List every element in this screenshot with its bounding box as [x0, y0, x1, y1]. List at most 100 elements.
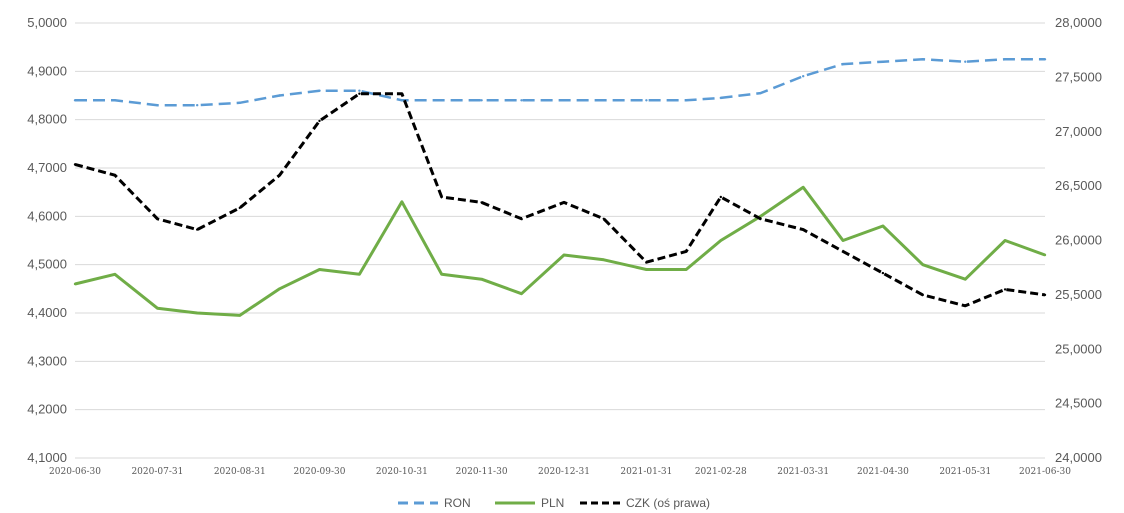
x-tick-label: 2021-03-31 — [777, 467, 829, 477]
data-point-czk — [802, 228, 805, 231]
data-point-pln — [881, 224, 885, 228]
y-left-tick-label: 4,8000 — [27, 112, 67, 127]
data-point-czk — [562, 201, 566, 204]
data-point-pln — [278, 287, 281, 290]
series-line-czk — [74, 92, 1046, 308]
data-point-czk — [400, 92, 404, 95]
data-point-czk — [602, 217, 605, 220]
data-point-pln — [921, 263, 924, 266]
data-point-ron — [238, 101, 241, 105]
x-tick-label: 2021-05-31 — [939, 467, 991, 477]
y-right-tick-label: 27,0000 — [1055, 124, 1102, 139]
y-left-tick-label: 4,4000 — [27, 305, 67, 320]
data-point-czk — [278, 174, 281, 177]
y-left-tick-label: 4,6000 — [27, 208, 67, 223]
y-right-tick-label: 26,5000 — [1055, 178, 1102, 193]
x-tick-label: 2020-09-30 — [294, 467, 346, 477]
data-point-pln — [802, 186, 805, 189]
data-point-pln — [562, 253, 566, 257]
data-point-czk — [921, 293, 924, 297]
data-point-pln — [318, 268, 321, 271]
x-tick-label: 2021-01-31 — [620, 467, 672, 477]
data-point-ron — [964, 60, 967, 63]
y-left-tick-label: 4,1000 — [27, 450, 67, 465]
data-point-czk — [645, 261, 648, 264]
legend-label-pln: PLN — [541, 496, 564, 510]
data-point-ron — [602, 99, 605, 102]
data-point-ron — [685, 99, 688, 102]
grid-layer — [75, 22, 1045, 459]
x-tick-label: 2020-11-30 — [456, 467, 508, 477]
y-right-tick-label: 25,5000 — [1055, 287, 1102, 302]
data-point-pln — [645, 268, 648, 271]
data-point-ron — [802, 75, 805, 78]
data-point-czk — [73, 163, 77, 166]
data-point-czk — [881, 271, 885, 275]
data-point-pln — [400, 200, 404, 203]
data-point-ron — [881, 60, 885, 63]
data-point-pln — [841, 239, 845, 242]
data-point-pln — [685, 268, 688, 271]
x-tick-label: 2020-07-31 — [131, 467, 183, 477]
data-point-ron — [358, 89, 361, 92]
legend-label-ron: RON — [444, 496, 471, 510]
data-point-ron — [1003, 58, 1007, 61]
data-point-czk — [440, 195, 443, 199]
data-point-pln — [238, 314, 241, 317]
data-point-pln — [156, 307, 159, 310]
y-left-tick-label: 5,0000 — [27, 15, 67, 30]
y-right-tick-label: 27,5000 — [1055, 69, 1102, 84]
x-tick-label: 2021-06-30 — [1019, 467, 1071, 477]
x-tick-label: 2020-08-31 — [214, 467, 266, 477]
y-left-tick-label: 4,5000 — [27, 257, 67, 272]
data-point-czk — [685, 250, 688, 253]
data-point-czk — [318, 119, 321, 123]
data-point-ron — [480, 99, 483, 102]
data-point-ron — [520, 99, 523, 102]
data-point-ron — [440, 99, 443, 102]
data-point-czk — [719, 195, 722, 199]
data-point-ron — [645, 99, 648, 102]
y-right-tick-label: 24,0000 — [1055, 450, 1102, 465]
data-point-ron — [278, 94, 281, 97]
data-point-czk — [1043, 293, 1047, 297]
axis-layer: 4,1000 4,2000 4,3000 4,4000 4,5000 4,6000 4,70… — [27, 15, 1102, 477]
y-right-tick-label: 25,0000 — [1055, 341, 1102, 356]
series-line-ron — [75, 58, 1045, 107]
data-point-pln — [1003, 239, 1007, 242]
y-left-tick-label: 4,9000 — [27, 63, 67, 78]
data-point-czk — [238, 206, 241, 210]
legend: RON PLN CZK (oś prawa) — [398, 496, 710, 510]
x-tick-label: 2021-02-28 — [695, 467, 747, 477]
y-left-tick-label: 4,2000 — [27, 402, 67, 417]
data-point-czk — [358, 92, 361, 95]
data-point-czk — [113, 174, 117, 177]
series-line-pln — [74, 185, 1046, 317]
data-point-ron — [719, 96, 722, 100]
data-point-pln — [358, 273, 361, 276]
x-tick-label: 2020-10-31 — [376, 467, 428, 477]
data-point-czk — [480, 201, 483, 204]
data-point-pln — [113, 273, 117, 276]
y-right-tick-label: 24,5000 — [1055, 396, 1102, 411]
data-point-czk — [1003, 288, 1007, 291]
data-point-ron — [113, 99, 117, 102]
data-point-czk — [841, 250, 845, 253]
data-point-ron — [196, 104, 199, 107]
data-point-pln — [73, 282, 77, 286]
data-point-ron — [156, 104, 159, 107]
y-right-tick-label: 26,0000 — [1055, 233, 1102, 248]
data-point-pln — [602, 258, 605, 261]
data-point-ron — [1043, 58, 1047, 61]
data-point-ron — [400, 99, 404, 102]
legend-label-czk: CZK (oś prawa) — [626, 496, 710, 510]
x-tick-label: 2021-04-30 — [857, 467, 909, 477]
x-tick-label: 2020-06-30 — [49, 467, 101, 477]
data-point-ron — [318, 89, 321, 92]
data-point-pln — [480, 278, 483, 281]
data-point-ron — [921, 58, 924, 61]
data-point-pln — [520, 292, 523, 295]
data-point-ron — [562, 99, 566, 102]
data-point-ron — [73, 99, 77, 102]
